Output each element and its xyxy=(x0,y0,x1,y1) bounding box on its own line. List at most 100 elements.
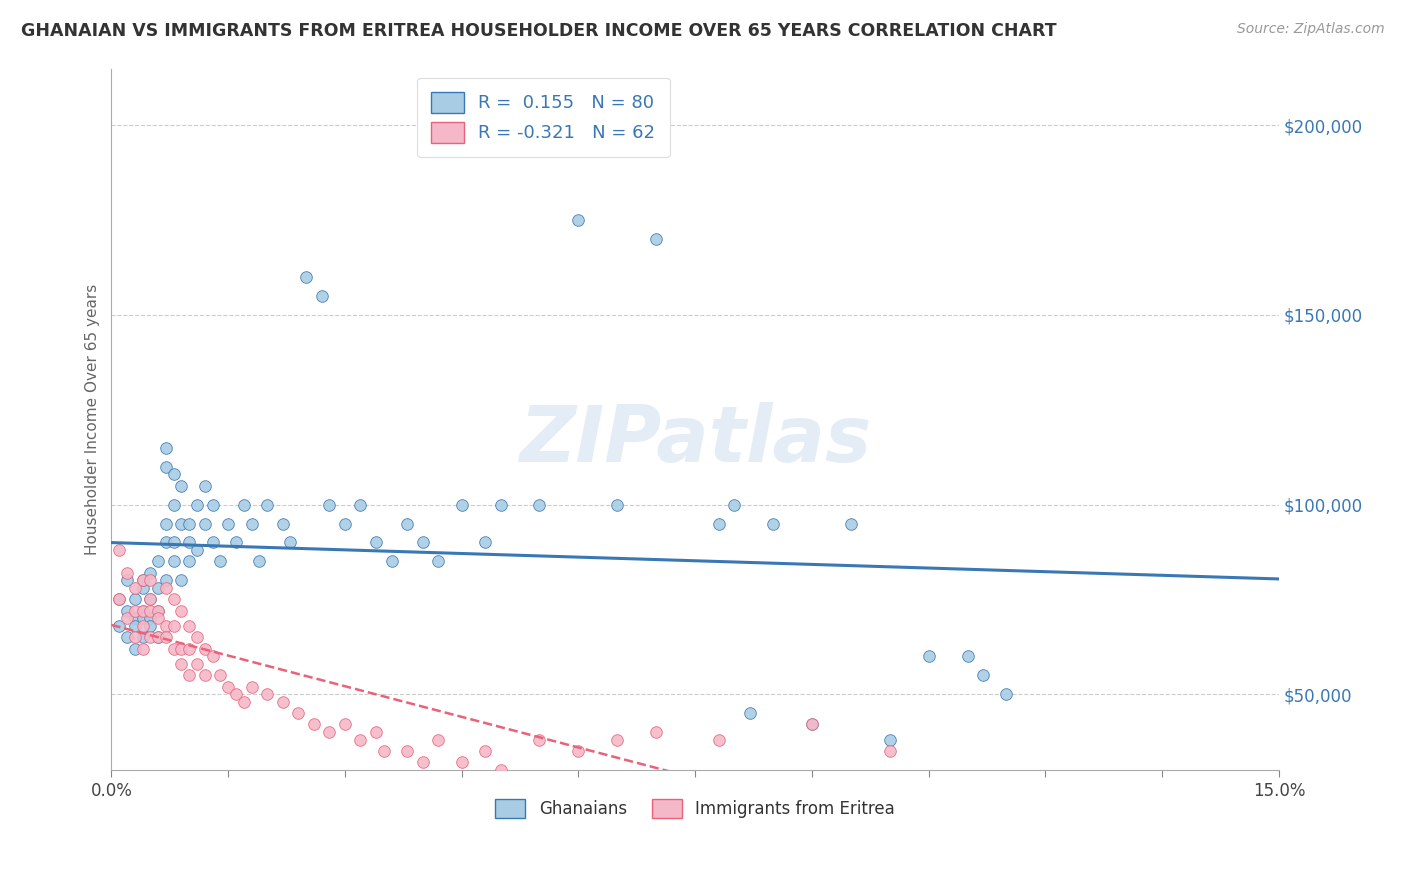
Point xyxy=(115,566,138,580)
Point xyxy=(124,619,146,633)
Text: GHANAIAN VS IMMIGRANTS FROM ERITREA HOUSEHOLDER INCOME OVER 65 YEARS CORRELATION: GHANAIAN VS IMMIGRANTS FROM ERITREA HOUS… xyxy=(21,22,1057,40)
Point xyxy=(256,498,278,512)
Point xyxy=(108,543,131,558)
Point xyxy=(179,641,201,656)
Point xyxy=(645,725,668,739)
Point xyxy=(131,574,153,588)
Point xyxy=(240,680,263,694)
Point xyxy=(155,516,177,531)
Point xyxy=(131,611,153,625)
Point xyxy=(124,581,146,595)
Point xyxy=(170,641,193,656)
Point xyxy=(124,592,146,607)
Point xyxy=(155,619,177,633)
Point xyxy=(217,516,239,531)
Point xyxy=(139,592,162,607)
Point xyxy=(427,732,450,747)
Point xyxy=(163,498,186,512)
Point xyxy=(146,554,169,568)
Point xyxy=(115,630,138,644)
Point xyxy=(247,554,270,568)
Point xyxy=(146,604,169,618)
Point xyxy=(271,516,294,531)
Point xyxy=(800,717,823,731)
Point xyxy=(163,641,186,656)
Point xyxy=(179,619,201,633)
Point xyxy=(201,498,224,512)
Point xyxy=(707,516,730,531)
Point xyxy=(489,763,512,777)
Point xyxy=(179,516,201,531)
Point xyxy=(155,535,177,549)
Point xyxy=(179,554,201,568)
Point xyxy=(186,498,208,512)
Point xyxy=(396,744,419,758)
Point xyxy=(170,516,193,531)
Point xyxy=(381,554,404,568)
Point xyxy=(256,687,278,701)
Point xyxy=(170,574,193,588)
Point xyxy=(364,535,387,549)
Point xyxy=(217,680,239,694)
Point xyxy=(412,756,434,770)
Point xyxy=(139,574,162,588)
Point xyxy=(373,744,395,758)
Point xyxy=(349,732,371,747)
Point xyxy=(170,604,193,618)
Point xyxy=(879,744,901,758)
Point xyxy=(225,535,247,549)
Point xyxy=(606,498,628,512)
Point xyxy=(333,717,356,731)
Point xyxy=(225,687,247,701)
Point xyxy=(567,213,589,227)
Point xyxy=(280,535,302,549)
Point xyxy=(956,649,979,664)
Point xyxy=(995,687,1018,701)
Point xyxy=(567,744,589,758)
Point xyxy=(155,581,177,595)
Point xyxy=(163,592,186,607)
Point xyxy=(139,630,162,644)
Point xyxy=(131,630,153,644)
Point xyxy=(155,574,177,588)
Point xyxy=(232,695,254,709)
Point xyxy=(800,717,823,731)
Point xyxy=(146,581,169,595)
Point xyxy=(139,604,162,618)
Point xyxy=(333,516,356,531)
Point xyxy=(139,566,162,580)
Point xyxy=(163,554,186,568)
Point xyxy=(839,516,862,531)
Point xyxy=(450,498,472,512)
Y-axis label: Householder Income Over 65 years: Householder Income Over 65 years xyxy=(86,284,100,555)
Point xyxy=(146,611,169,625)
Point xyxy=(209,668,232,682)
Point xyxy=(271,695,294,709)
Point xyxy=(179,668,201,682)
Point xyxy=(738,706,761,720)
Point xyxy=(318,725,340,739)
Point xyxy=(302,717,325,731)
Point xyxy=(131,604,153,618)
Point xyxy=(412,535,434,549)
Point xyxy=(645,232,668,246)
Point xyxy=(139,619,162,633)
Point xyxy=(139,592,162,607)
Point xyxy=(131,581,153,595)
Legend: Ghanaians, Immigrants from Eritrea: Ghanaians, Immigrants from Eritrea xyxy=(489,792,901,825)
Point xyxy=(529,732,551,747)
Point xyxy=(194,668,217,682)
Point xyxy=(450,756,472,770)
Point xyxy=(474,535,496,549)
Point xyxy=(201,535,224,549)
Point xyxy=(972,668,994,682)
Point xyxy=(295,270,318,285)
Point xyxy=(232,498,254,512)
Point xyxy=(124,604,146,618)
Text: ZIPatlas: ZIPatlas xyxy=(519,402,872,478)
Point xyxy=(163,467,186,482)
Point xyxy=(474,744,496,758)
Point xyxy=(108,592,131,607)
Point xyxy=(194,516,217,531)
Point xyxy=(170,478,193,492)
